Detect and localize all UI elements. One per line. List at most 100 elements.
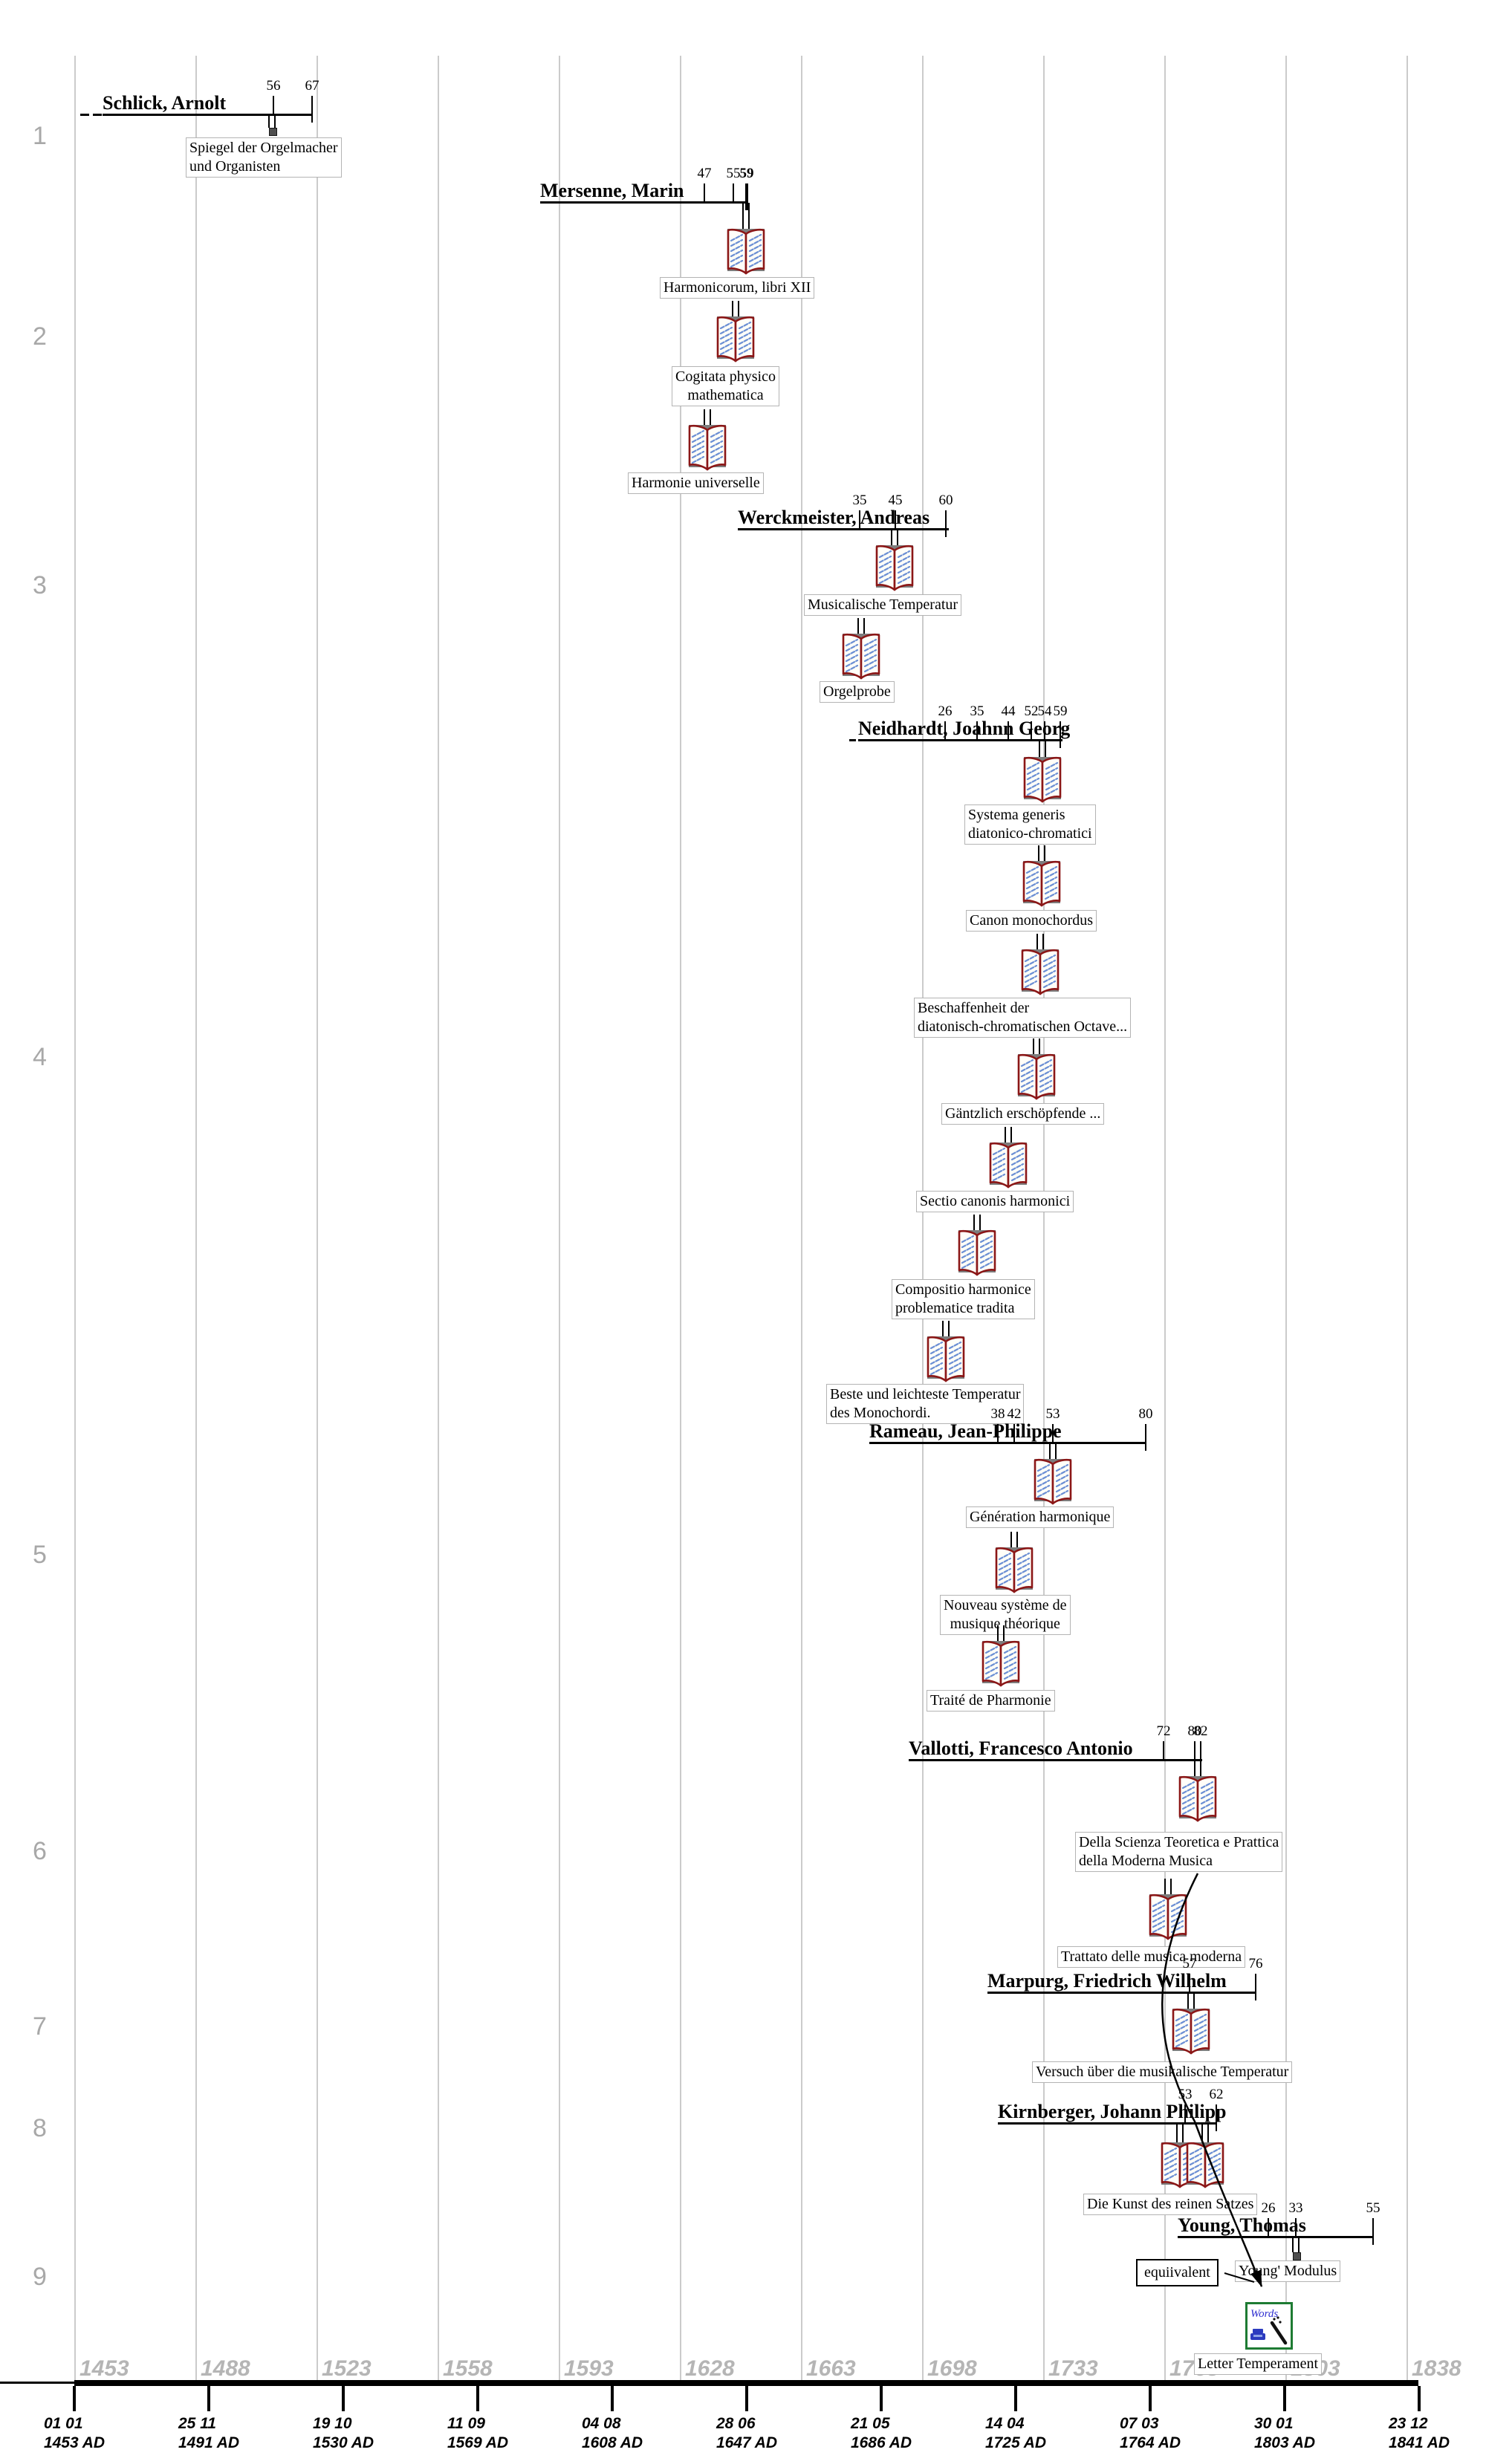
work-label[interactable]: Gäntzlich erschöpfende ... [941, 1103, 1105, 1125]
person-name[interactable]: Mersenne, Marin [540, 180, 684, 201]
lifespan-bar [909, 1759, 1202, 1761]
work-label-line: Compositio harmonice [895, 1281, 1031, 1298]
lifespan-lead-dash [93, 114, 102, 116]
book-icon[interactable] [1015, 1053, 1058, 1101]
age-tick [745, 183, 748, 210]
work-label[interactable]: Traité de Pharmonie [927, 1690, 1055, 1712]
work-label[interactable]: Harmonicorum, libri XII [660, 277, 815, 299]
book-icon[interactable] [1146, 1893, 1190, 1941]
equivalent-label[interactable]: equiivalent [1136, 2259, 1219, 2286]
work-label[interactable]: Della Scienza Teoretica e Prattica della … [1075, 1832, 1283, 1872]
work-label[interactable]: Sectio canonis harmonici [916, 1191, 1074, 1212]
age-label: 35 [970, 703, 984, 719]
person-name[interactable]: Young, Thomas [1178, 2214, 1306, 2236]
connector-line [863, 618, 865, 636]
connector-line [897, 530, 898, 547]
year-gridline [1043, 56, 1045, 2383]
book-icon[interactable] [1031, 1458, 1074, 1506]
age-tick [733, 183, 734, 203]
axis-line-thin [0, 2382, 74, 2384]
letter-temperament-label[interactable]: Letter Temperament [1194, 2353, 1323, 2375]
axis-line-thick [74, 2380, 1418, 2386]
connector-line [1045, 741, 1046, 759]
book-icon[interactable] [1021, 756, 1064, 804]
book-icon[interactable] [1184, 2142, 1227, 2189]
age-label: 47 [697, 166, 712, 181]
work-label[interactable]: Die Kunst des reinen Satzes [1083, 2194, 1258, 2215]
book-icon[interactable] [979, 1640, 1022, 1688]
book-icon[interactable] [1176, 1775, 1219, 1823]
book-icon[interactable] [714, 316, 757, 363]
event-marker[interactable] [1293, 2252, 1301, 2260]
person-name[interactable]: Kirnberger, Johann Philipp [998, 2101, 1227, 2122]
svg-text:Words: Words [1250, 2308, 1278, 2320]
person-name[interactable]: Marpurg, Friedrich Wilhelm [987, 1970, 1227, 1992]
book-icon[interactable] [1169, 2008, 1213, 2055]
work-label[interactable]: Orgelprobe [820, 681, 895, 703]
connector-line [1033, 1038, 1034, 1056]
connector-line [997, 1625, 999, 1643]
work-label[interactable]: Génération harmonique [966, 1506, 1114, 1528]
work-label[interactable]: Versuch über die musikalische Temperatur [1032, 2061, 1293, 2083]
connector-line [942, 1321, 944, 1339]
age-tick [976, 721, 978, 741]
axis-date-label: 28 06 1647 AD [716, 2414, 777, 2453]
row-number: 6 [33, 1837, 47, 1865]
person-name[interactable]: Neidhardt, Joahnn Georg [858, 718, 1071, 739]
connector-line [1292, 2237, 1294, 2252]
person-name[interactable]: Schlick, Arnolt [103, 92, 227, 114]
book-icon[interactable] [993, 1547, 1036, 1594]
work-label[interactable]: Compositio harmonice problematice tradita [892, 1279, 1035, 1319]
work-label[interactable]: Nouveau système de musique théorique [940, 1595, 1071, 1635]
connector-line [1036, 934, 1038, 952]
work-label-line: Génération harmonique [970, 1509, 1111, 1525]
axis-tick [1014, 2386, 1017, 2411]
work-label[interactable]: Cogitata physico mathematica [672, 366, 779, 406]
event-label[interactable]: Young' Modulus [1235, 2260, 1341, 2282]
book-icon[interactable] [955, 1229, 999, 1277]
event-label[interactable]: Spiegel der Orgelmacher und Organisten [186, 137, 342, 178]
event-marker[interactable] [269, 128, 277, 136]
age-tick [273, 96, 274, 115]
axis-date-day: 19 10 [312, 2415, 352, 2432]
book-icon[interactable] [987, 1142, 1030, 1189]
work-label[interactable]: Beste und leichteste Temperatur des Monoc… [826, 1384, 1025, 1424]
axis-date-label: 21 05 1686 AD [851, 2414, 912, 2453]
axis-tick [1149, 2386, 1152, 2411]
connector-line [1039, 1038, 1040, 1056]
connector-line [1005, 1127, 1006, 1145]
book-icon[interactable] [840, 633, 883, 680]
work-label[interactable]: Musicalische Temperatur [804, 594, 962, 616]
book-icon[interactable] [1020, 860, 1063, 908]
work-label[interactable]: Beschaffenheit der diatonisch-chromatisch… [914, 998, 1132, 1038]
lifespan-bar [738, 528, 949, 530]
work-label[interactable]: Harmonie universelle [628, 472, 764, 494]
work-label-line: Gäntzlich erschöpfende ... [945, 1105, 1101, 1122]
work-label[interactable]: Canon monochordus [966, 910, 1097, 932]
axis-date-day: 28 06 [716, 2415, 756, 2432]
connector-line [1038, 845, 1039, 863]
person-name[interactable]: Rameau, Jean-Philippe [869, 1420, 1062, 1442]
letter-document-icon[interactable]: Words [1245, 2302, 1293, 2350]
axis-date-label: 11 09 1569 AD [447, 2414, 508, 2453]
work-label[interactable]: Systema generis diatonico-chromatici [964, 804, 1096, 845]
axis-date-label: 07 03 1764 AD [1120, 2414, 1181, 2453]
book-icon[interactable] [1019, 949, 1062, 996]
book-icon[interactable] [686, 424, 729, 472]
work-label-line: Musicalische Temperatur [808, 597, 958, 613]
axis-date-year: 1453 AD [43, 2434, 106, 2451]
person-name[interactable]: Werckmeister, Andreas [738, 507, 930, 528]
year-gridline [1164, 56, 1166, 2383]
axis-date-label: 14 04 1725 AD [985, 2414, 1046, 2453]
axis-tick [207, 2386, 210, 2411]
work-label[interactable]: Trattato delle musica moderna [1057, 1946, 1246, 1968]
work-label-line: diatonico-chromatici [968, 825, 1092, 842]
age-tick [997, 1424, 999, 1443]
book-icon[interactable] [724, 228, 768, 276]
book-icon[interactable] [873, 545, 916, 592]
connector-line [1298, 2237, 1300, 2252]
age-label: 80 [1187, 1723, 1202, 1739]
person-name[interactable]: Vallotti, Francesco Antonio [909, 1738, 1133, 1759]
axis-tick [73, 2386, 76, 2411]
book-icon[interactable] [924, 1336, 967, 1383]
